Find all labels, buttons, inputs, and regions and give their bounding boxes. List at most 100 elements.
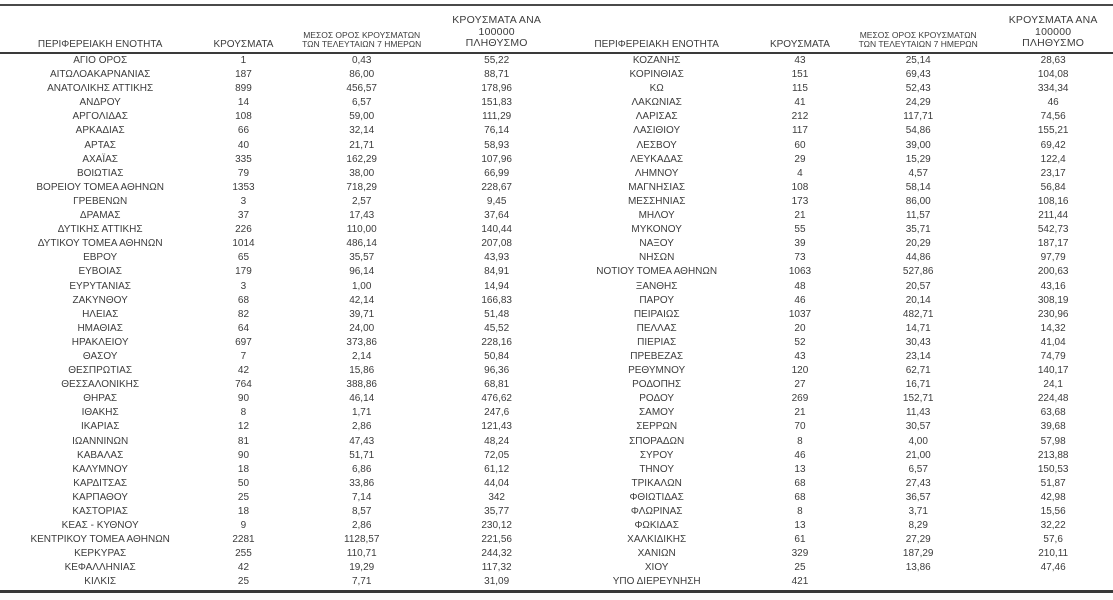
avg7-value: 27,29 (905, 534, 931, 546)
cases-value: 7 (240, 350, 247, 362)
per100k-value: 58,93 (484, 139, 510, 151)
region-name: ΣΑΜΟΥ (639, 407, 675, 419)
table-row: ΣΑΜΟΥ 21 11,43 63,68 (557, 406, 1113, 420)
region-name: ΚΑΡΠΑΘΟΥ (72, 491, 128, 503)
per100k-value: 117,32 (481, 562, 512, 574)
cases-value: 55 (794, 224, 806, 236)
avg7-value: 162,29 (346, 153, 377, 165)
region-name: ΦΩΚΙΔΑΣ (634, 520, 679, 532)
per100k-value: 230,96 (1037, 308, 1069, 320)
region-name: ΚΕΦΑΛΛΗΝΙΑΣ (64, 562, 136, 574)
cases-value: 1014 (232, 238, 255, 250)
avg7-value: 54,86 (905, 125, 931, 137)
region-name: ΣΕΡΡΩΝ (636, 421, 678, 433)
cases-value: 27 (794, 379, 806, 391)
cases-value: 40 (237, 139, 250, 151)
avg7-value: 96,14 (349, 266, 375, 278)
per100k-value: 122,4 (1040, 153, 1066, 165)
per100k-value: 111,29 (482, 111, 512, 123)
table-row: ΡΟΔΟΥ 269 152,71 224,48 (557, 392, 1113, 406)
cases-value: 43 (794, 350, 806, 362)
table-row: ΧΑΝΙΩΝ 329 187,29 210,11 (557, 547, 1113, 561)
avg7-value: 4,57 (908, 167, 928, 179)
table-row: ΠΑΡΟΥ 46 20,14 308,19 (557, 294, 1113, 308)
region-name: ΚΕΑΣ - ΚΥΘΝΟΥ (61, 520, 139, 532)
table-row: ΡΟΔΟΠΗΣ 27 16,71 24,1 (557, 378, 1113, 392)
cases-value: 42 (237, 365, 250, 377)
avg7-value: 35,71 (905, 224, 931, 236)
cases-value: 65 (237, 252, 250, 264)
table-row: ΣΕΡΡΩΝ 70 30,57 39,68 (557, 420, 1113, 434)
cases-table-right: ΠΕΡΙΦΕΡΕΙΑΚΗ ΕΝΟΤΗΤΑ ΚΡΟΥΣΜΑΤΑ ΜΕΣΟΣ ΟΡΟ… (556, 6, 1113, 590)
avg7-value: 15,29 (905, 153, 931, 165)
table-row: ΥΠΟ ΔΙΕΡΕΥΝΗΣΗ 421 (557, 575, 1113, 589)
cases-value: 39 (794, 238, 806, 250)
cases-value: 90 (237, 393, 250, 405)
region-name: ΚΕΡΚΥΡΑΣ (74, 548, 127, 560)
table-row: ΞΑΝΘΗΣ 48 20,57 43,16 (557, 280, 1113, 294)
avg7-value: 110,71 (346, 548, 377, 560)
region-name: ΑΙΤΩΛΟΑΚΑΡΝΑΝΙΑΣ (49, 69, 151, 81)
per100k-value: 213,88 (1037, 449, 1069, 461)
table-row: ΘΗΡΑΣ 90 46,14 476,62 (0, 392, 557, 406)
cases-value: 13 (794, 520, 806, 532)
table-row: ΑΡΚΑΔΙΑΣ 66 32,14 76,14 (0, 124, 557, 138)
cases-value: 18 (237, 506, 250, 517)
cases-value: 14 (237, 97, 250, 109)
per100k-value: 107,96 (481, 153, 512, 165)
per100k-value: 23,17 (1040, 167, 1066, 179)
cases-tables-container: ΠΕΡΙΦΕΡΕΙΑΚΗ ΕΝΟΤΗΤΑ ΚΡΟΥΣΜΑΤΑ ΜΕΣΟΣ ΟΡΟ… (0, 6, 1113, 593)
per100k-value: 46 (1047, 97, 1059, 109)
cases-value: 1037 (788, 308, 812, 320)
region-name: ΘΑΣΟΥ (82, 350, 118, 362)
per100k-value: 121,43 (481, 421, 512, 433)
cases-value: 3 (240, 195, 247, 207)
per100k-value: 221,56 (481, 534, 512, 546)
avg7-value: 25,14 (905, 55, 931, 66)
per100k-value: 39,68 (1040, 421, 1066, 433)
region-name: ΣΠΟΡΑΔΩΝ (629, 435, 685, 447)
table-row: ΦΛΩΡΙΝΑΣ 8 3,71 15,56 (557, 505, 1113, 519)
table-row: ΕΥΡΥΤΑΝΙΑΣ 3 1,00 14,94 (0, 280, 557, 294)
avg7-value: 152,71 (902, 393, 934, 405)
table-row: ΤΗΝΟΥ 13 6,57 150,53 (557, 463, 1113, 477)
table-row: ΚΙΛΚΙΣ 25 7,71 31,09 (0, 575, 557, 589)
region-name: ΑΡΤΑΣ (84, 139, 116, 151)
region-name: ΞΑΝΘΗΣ (635, 280, 678, 292)
table-row: ΘΕΣΣΑΛΟΝΙΚΗΣ 764 388,86 68,81 (0, 378, 557, 392)
avg7-value: 24,00 (349, 322, 375, 334)
avg7-value: 6,57 (908, 463, 928, 475)
per100k-value: 48,24 (484, 435, 510, 447)
region-name: ΗΡΑΚΛΕΙΟΥ (71, 336, 129, 348)
table-row: ΚΕΝΤΡΙΚΟΥ ΤΟΜΕΑ ΑΘΗΝΩΝ 2281 1128,57 221,56 (0, 533, 557, 547)
avg7-value (843, 575, 993, 589)
cases-value: 4 (797, 167, 803, 179)
avg7-value: 20,14 (905, 294, 931, 306)
per100k-value: 104,08 (1037, 69, 1069, 81)
region-name: ΜΗΛΟΥ (638, 210, 675, 222)
table-row: ΙΩΑΝΝΙΝΩΝ 81 47,43 48,24 (0, 435, 557, 449)
per100k-value: 47,46 (1040, 562, 1066, 574)
cases-value: 60 (794, 139, 806, 151)
table-row: ΜΑΓΝΗΣΙΑΣ 108 58,14 56,84 (557, 181, 1113, 195)
cases-value: 151 (791, 69, 809, 81)
per100k-value: 224,48 (1037, 393, 1069, 405)
per100k-value: 187,17 (1037, 238, 1069, 250)
per100k-value: 37,64 (484, 210, 510, 222)
avg7-value: 14,71 (905, 322, 931, 334)
header-region: ΠΕΡΙΦΕΡΕΙΑΚΗ ΕΝΟΤΗΤΑ (556, 6, 757, 54)
per100k-value: 207,08 (481, 238, 512, 250)
cases-value: 697 (235, 336, 252, 348)
avg7-value: 23,14 (905, 350, 931, 362)
per100k-value: 50,84 (484, 350, 510, 362)
table-row: ΚΑΡΠΑΘΟΥ 25 7,14 342 (0, 491, 557, 505)
per100k-value: 43,93 (484, 252, 510, 264)
region-name: ΠΡΕΒΕΖΑΣ (630, 350, 684, 362)
table-row: ΑΝΔΡΟΥ 14 6,57 151,83 (0, 96, 557, 110)
table-row: ΚΑΣΤΟΡΙΑΣ 18 8,57 35,77 (0, 505, 557, 519)
cases-value: 70 (794, 421, 806, 433)
region-name: ΑΡΓΟΛΙΔΑΣ (72, 111, 128, 123)
per100k-value: 44,04 (484, 477, 510, 489)
cases-value: 21 (794, 210, 806, 222)
cases-value: 66 (237, 125, 250, 137)
